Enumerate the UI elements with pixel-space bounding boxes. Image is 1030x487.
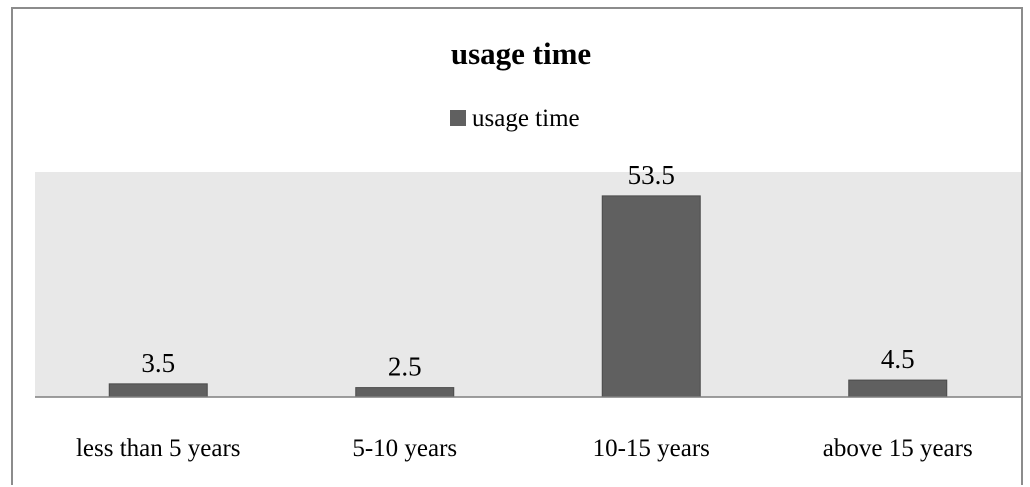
data-label-0: 3.5 [141,348,175,378]
plot-area-background [35,172,1021,397]
bar-1 [355,387,455,398]
x-tick-label-2: 10-15 years [593,435,710,462]
x-axis-tick-labels: less than 5 years 5-10 years 10-15 years ab… [76,435,973,462]
bar-3 [848,379,948,398]
chart-frame [11,7,1023,485]
x-tick-label-0: less than 5 years [76,435,241,462]
data-label-1: 2.5 [388,352,422,382]
legend: usage time [450,105,580,132]
data-label-3: 4.5 [881,344,915,374]
bars-group [108,195,948,398]
chart-title: usage time [451,36,591,71]
data-labels-group: 3.5 2.5 53.5 4.5 [141,160,914,382]
x-tick-label-3: above 15 years [823,435,973,462]
bar-0 [108,383,208,398]
x-tick-label-1: 5-10 years [352,435,457,462]
data-label-2: 53.5 [628,160,675,190]
legend-swatch [450,110,466,126]
legend-label: usage time [472,105,580,132]
bar-2 [601,195,701,398]
